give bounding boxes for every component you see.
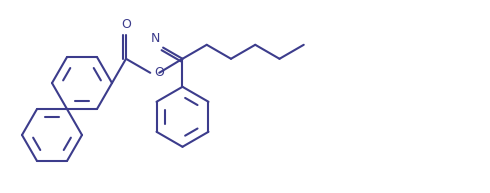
Text: O: O xyxy=(121,18,131,31)
Text: N: N xyxy=(151,32,160,45)
Text: O: O xyxy=(154,66,164,79)
